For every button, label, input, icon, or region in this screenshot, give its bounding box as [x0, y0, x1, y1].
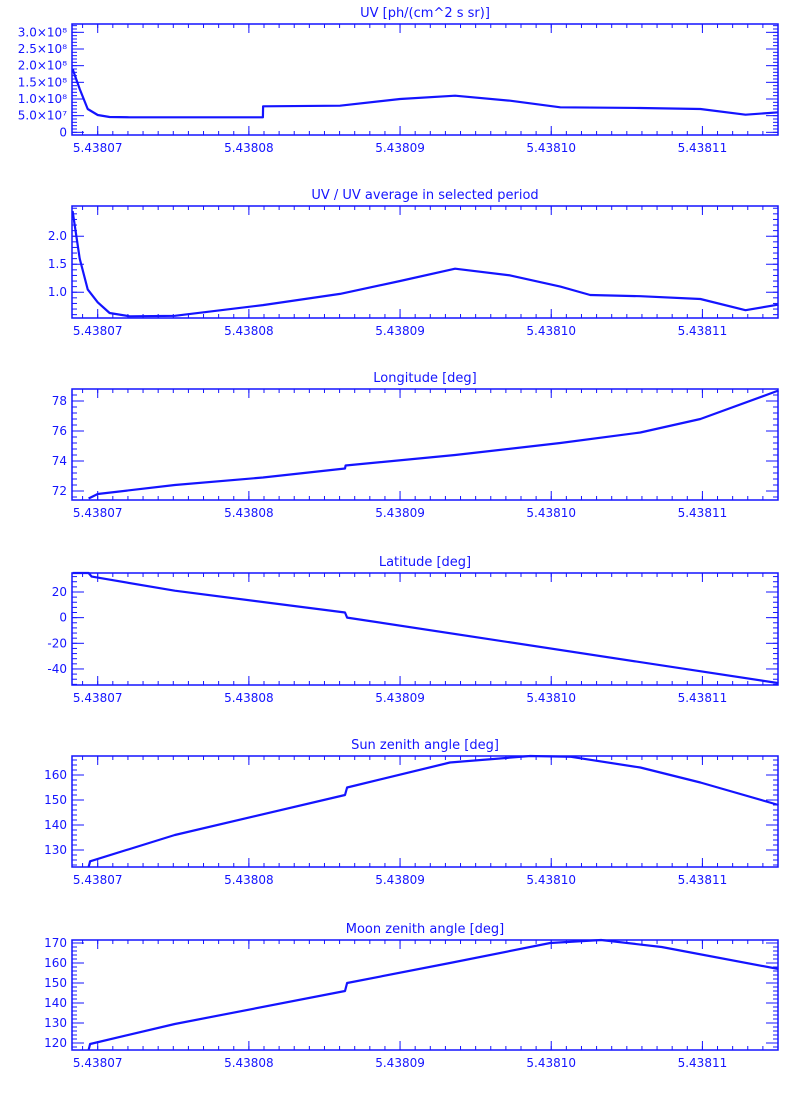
x-tick-label: 5.43807 — [73, 691, 123, 705]
panel-title: Longitude [deg] — [373, 371, 476, 386]
y-tick-label: 1.0×10⁸ — [18, 92, 67, 106]
panel-title: Sun zenith angle [deg] — [351, 738, 499, 753]
x-tick-label: 5.43808 — [224, 691, 274, 705]
y-tick-label: 74 — [52, 454, 67, 468]
plot-frame — [71, 755, 779, 868]
panel-1: UV [ph/(cm^2 s sr)] 5.43807 5.43808 5.43809… — [18, 6, 779, 155]
y-tick-label: 170 — [44, 936, 67, 950]
x-tick-label: 5.43809 — [375, 141, 425, 155]
y-tick-label: 2.0 — [48, 229, 67, 243]
series-line — [71, 210, 779, 318]
x-tick-label: 5.43811 — [678, 691, 728, 705]
series-line — [72, 571, 779, 685]
plot-frame — [71, 572, 779, 686]
y-tick-label: -20 — [47, 636, 67, 650]
x-tick-label: 5.43809 — [375, 506, 425, 520]
x-tick-label: 5.43808 — [224, 141, 274, 155]
x-tick-label: 5.43810 — [526, 1056, 576, 1070]
panel-2: UV / UV average in selected period 5.4380… — [48, 188, 779, 338]
y-tick-label: 1.5×10⁸ — [18, 75, 67, 89]
panel-3: Longitude [deg] 5.43807 5.43808 5.43809 5.43… — [52, 371, 779, 520]
y-tick-label: 2.5×10⁸ — [18, 42, 67, 56]
y-tick-label: 3.0×10⁸ — [18, 25, 67, 39]
x-tick-label: 5.43811 — [678, 506, 728, 520]
panel-6: Moon zenith angle [deg] 5.43807 5.43808 5.4… — [44, 922, 779, 1070]
x-tick-label: 5.43811 — [678, 141, 728, 155]
y-tick-label: 0 — [59, 125, 67, 139]
y-tick-label: 160 — [44, 768, 67, 782]
series-line — [87, 938, 779, 1051]
y-tick-label: 0 — [59, 611, 67, 625]
y-tick-label: 130 — [44, 843, 67, 857]
x-tick-label: 5.43809 — [375, 691, 425, 705]
y-tick-label: 78 — [52, 394, 67, 408]
x-tick-label: 5.43809 — [375, 324, 425, 338]
y-tick-label: 150 — [44, 976, 67, 990]
x-tick-label: 5.43810 — [526, 873, 576, 887]
panel-title: Latitude [deg] — [379, 555, 471, 570]
x-tick-label: 5.43810 — [526, 506, 576, 520]
y-tick-label: 5.0×10⁷ — [18, 109, 67, 123]
x-tick-label: 5.43807 — [73, 324, 123, 338]
x-tick-label: 5.43808 — [224, 506, 274, 520]
x-tick-label: 5.43809 — [375, 1056, 425, 1070]
plot-frame — [71, 205, 779, 319]
series-line — [88, 389, 779, 500]
x-tick-label: 5.43810 — [526, 691, 576, 705]
y-tick-label: 130 — [44, 1016, 67, 1030]
y-tick-label: 72 — [52, 484, 67, 498]
y-tick-label: 76 — [52, 424, 67, 438]
x-tick-label: 5.43807 — [73, 873, 123, 887]
plot-frame — [71, 388, 779, 501]
y-tick-label: 140 — [44, 818, 67, 832]
panel-4: Latitude [deg] 5.43807 5.43808 5.43809 5.438… — [47, 555, 779, 705]
x-tick-label: 5.43808 — [224, 873, 274, 887]
y-tick-label: 1.5 — [48, 257, 67, 271]
y-tick-label: -40 — [47, 662, 67, 676]
x-tick-label: 5.43811 — [678, 873, 728, 887]
panel-title: UV / UV average in selected period — [311, 188, 538, 203]
y-tick-label: 150 — [44, 793, 67, 807]
x-tick-label: 5.43810 — [526, 324, 576, 338]
x-tick-label: 5.43810 — [526, 141, 576, 155]
y-tick-label: 2.0×10⁸ — [18, 59, 67, 73]
x-tick-label: 5.43809 — [375, 873, 425, 887]
x-tick-label: 5.43811 — [678, 324, 728, 338]
panel-title: UV [ph/(cm^2 s sr)] — [360, 6, 490, 21]
y-tick-label: 1.0 — [48, 285, 67, 299]
panel-5: Sun zenith angle [deg] 5.43807 5.43808 5.43… — [44, 738, 779, 887]
y-tick-label: 160 — [44, 956, 67, 970]
plot-frame — [71, 939, 779, 1051]
y-tick-label: 20 — [52, 585, 67, 599]
x-tick-label: 5.43811 — [678, 1056, 728, 1070]
series-line — [71, 68, 779, 119]
panel-title: Moon zenith angle [deg] — [346, 922, 504, 937]
y-tick-label: 120 — [44, 1036, 67, 1050]
y-tick-label: 140 — [44, 996, 67, 1010]
x-tick-label: 5.43807 — [73, 506, 123, 520]
x-tick-label: 5.43808 — [224, 1056, 274, 1070]
x-tick-label: 5.43808 — [224, 324, 274, 338]
series-line — [87, 754, 779, 868]
x-tick-label: 5.43807 — [73, 1056, 123, 1070]
x-tick-label: 5.43807 — [73, 141, 123, 155]
